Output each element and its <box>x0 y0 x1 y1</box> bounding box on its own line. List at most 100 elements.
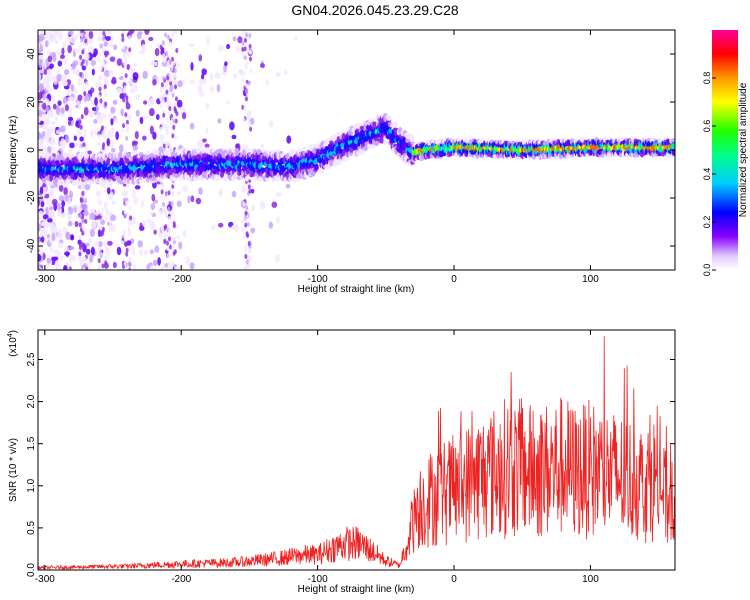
spectrogram-cell <box>38 253 42 262</box>
spectrogram-cell <box>242 186 246 192</box>
spectrogram-cell <box>64 251 70 256</box>
spectrogram-cell <box>164 81 168 87</box>
spectrogram-cell <box>73 206 77 213</box>
spectrogram-cell <box>367 143 372 150</box>
spectrogram-cell <box>42 227 48 236</box>
spectrogram-cell <box>236 46 240 54</box>
spectrogram-cell <box>53 225 58 234</box>
spectrogram-cell <box>123 92 127 98</box>
spectrogram-cell <box>286 135 292 144</box>
spectrogram-cell <box>171 244 175 250</box>
spectrogram-cell <box>241 30 245 36</box>
spectrogram-cell <box>248 33 252 39</box>
spectrogram-cell <box>82 242 86 248</box>
spectrogram-cell <box>98 240 103 248</box>
spectrogram-cell <box>47 55 53 63</box>
spectrogram-cell <box>293 35 298 41</box>
spectrogram-cell <box>184 256 191 265</box>
spectrogram-cell <box>39 33 46 41</box>
spectrogram-cell <box>78 256 82 262</box>
spectrogram-cell <box>59 212 66 219</box>
spectrogram-cell <box>201 74 205 80</box>
spectrogram-cell <box>51 126 56 134</box>
spectrogram-cell <box>128 204 132 210</box>
spectrogram-cell <box>122 249 126 255</box>
spectrogram-cell <box>174 118 178 124</box>
spectrogram-cell <box>244 253 248 259</box>
spectrogram-cell <box>374 140 380 147</box>
spectrogram-cell <box>149 210 154 216</box>
spectrogram-cell <box>47 218 53 223</box>
spectrogram-cell <box>250 188 255 194</box>
spectrogram-cell <box>97 133 101 139</box>
spectrogram-cell <box>204 143 210 148</box>
spectrogram-cell <box>177 266 181 270</box>
spectrogram-cell <box>87 237 92 244</box>
spectrogram-cell <box>61 200 66 208</box>
spectrogram-cell <box>46 49 52 56</box>
spectrogram-cell <box>60 107 65 114</box>
spectrogram-cell <box>283 69 288 76</box>
spectrogram-cell <box>178 241 183 250</box>
spectrogram-cell <box>245 259 249 265</box>
spectrogram-cell <box>124 73 128 79</box>
spectrogram-cell <box>161 134 165 140</box>
spectrogram-cell <box>80 197 84 203</box>
spectrogram-cell <box>133 196 138 205</box>
spectrogram-cell <box>167 216 171 222</box>
spectrogram-cell <box>195 197 202 205</box>
spectrogram-cell <box>166 253 170 259</box>
spectrogram-cell <box>388 128 393 134</box>
spectrogram-cell <box>51 232 56 242</box>
spectrogram-cell <box>152 259 158 267</box>
spectrogram-cell <box>129 86 135 94</box>
spectrogram-cell <box>176 99 183 108</box>
spectrogram-cell <box>243 46 247 52</box>
spectrogram-cell <box>139 116 144 125</box>
spectrogram-cell <box>82 86 86 92</box>
spectrogram-cell <box>41 182 47 188</box>
spectrogram-cell <box>89 128 94 138</box>
spectrogram-cell <box>162 143 166 149</box>
spectrogram-cell <box>171 133 175 139</box>
spectrogram-cell <box>251 203 255 212</box>
spectrogram-cell <box>89 254 94 263</box>
spectrogram-cell <box>99 81 103 87</box>
spectrogram-cell <box>103 203 107 209</box>
spectrogram-cell <box>84 32 88 38</box>
spectrogram-cell <box>67 30 74 36</box>
spectrogram-cell <box>127 217 134 226</box>
spectrogram-cell <box>164 234 168 240</box>
spectrogram-cell <box>56 105 60 111</box>
spectrogram-cell <box>231 190 237 198</box>
spectrogram-cell <box>248 188 252 194</box>
spectrogram-cell <box>148 36 154 42</box>
spectrogram-cell <box>122 88 126 94</box>
spectrogram-cell <box>54 39 59 45</box>
spectrogram-cell <box>121 37 125 43</box>
spectrogram-cell <box>46 233 51 239</box>
spectrogram-cell <box>49 139 54 146</box>
spectrogram-cell <box>110 223 117 233</box>
spectrogram-cell <box>159 209 163 215</box>
spectrogram-cell <box>107 240 113 246</box>
spectrogram-cell <box>168 41 172 47</box>
spectrogram-cell <box>168 261 172 267</box>
spectrogram-cell <box>38 34 41 41</box>
spectrogram-cell <box>58 184 64 192</box>
spectrogram-cell <box>108 34 114 43</box>
spectrogram-cell <box>189 262 195 270</box>
spectrogram-cell <box>393 120 398 128</box>
spectrogram-cell <box>170 209 174 215</box>
spectrogram-cell <box>108 69 114 77</box>
spectrogram-cell <box>275 254 280 263</box>
spectrogram-cell <box>57 250 62 256</box>
spectrogram-cell <box>127 226 131 232</box>
spectrogram-cell <box>100 219 105 225</box>
spectrogram-cell <box>271 201 278 208</box>
spectrogram-cell <box>38 262 41 270</box>
spectrogram-cell <box>123 209 127 215</box>
spectrogram-cell <box>124 45 128 51</box>
spectrogram-cell <box>78 44 82 50</box>
spectrogram-cell <box>206 36 210 46</box>
